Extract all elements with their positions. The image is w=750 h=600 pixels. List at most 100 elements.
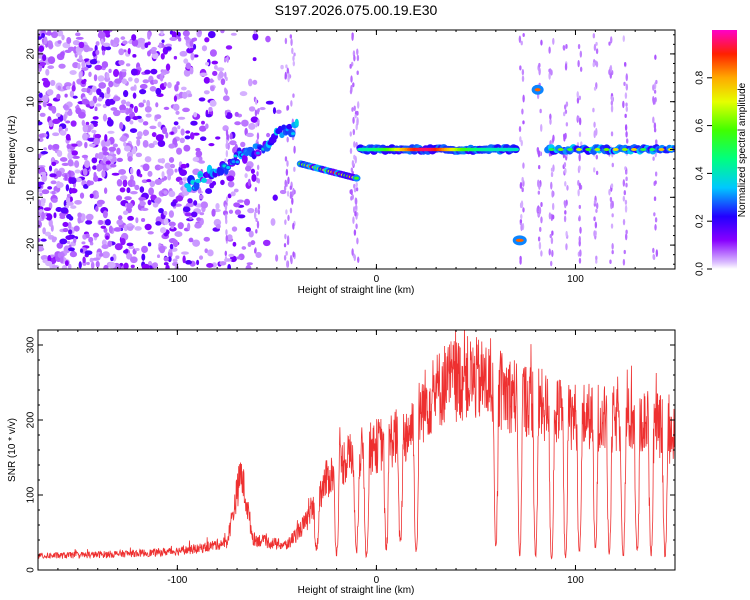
streak-speck (520, 200, 524, 209)
streak-speck (350, 196, 353, 201)
noise-speck (237, 214, 246, 219)
noise-speck (78, 41, 85, 49)
streak-speck (287, 214, 290, 222)
noise-speck (110, 107, 118, 111)
noise-speck (98, 219, 104, 225)
noise-speck (38, 211, 42, 218)
noise-speck (81, 154, 89, 159)
right-line-core (612, 148, 619, 151)
noise-speck (51, 190, 56, 195)
noise-speck (43, 147, 48, 151)
noise-speck (204, 248, 208, 254)
noise-speck (176, 147, 183, 155)
noise-speck (150, 68, 158, 75)
noise-speck (163, 210, 168, 216)
noise-speck (47, 254, 52, 263)
ascending-line-blob (286, 123, 293, 130)
streak-speck (595, 170, 599, 176)
noise-speck (205, 188, 213, 195)
noise-speck (174, 231, 183, 238)
noise-speck (172, 103, 180, 111)
streak-speck (354, 211, 357, 217)
noise-speck (95, 103, 102, 107)
noise-speck (41, 189, 50, 195)
spectrogram-x-tick-label: 100 (567, 274, 584, 285)
noise-speck (155, 221, 162, 226)
noise-speck (94, 133, 102, 139)
snr-y-axis: 0 100 200 300 (26, 329, 675, 573)
noise-speck (117, 215, 123, 221)
streak-speck (578, 131, 582, 138)
noise-speck (225, 112, 233, 120)
noise-speck (75, 32, 81, 37)
streak-speck (593, 199, 597, 205)
snr-x-label: Height of straight line (km) (298, 585, 415, 596)
streak-speck (537, 164, 541, 170)
noise-speck (111, 172, 120, 176)
noise-speck (199, 255, 204, 260)
streak-speck (225, 56, 229, 62)
streak-speck (540, 39, 543, 46)
streak-speck (609, 259, 612, 265)
noise-speck (187, 222, 191, 231)
noise-speck (265, 100, 274, 105)
noise-speck (192, 37, 198, 42)
noise-speck (39, 192, 43, 196)
right-line-core (548, 148, 555, 151)
noise-speck (38, 137, 44, 143)
noise-speck (152, 262, 159, 269)
noise-speck (101, 239, 107, 246)
streak-speck (654, 180, 657, 185)
noise-speck (207, 30, 216, 39)
noise-speck (168, 156, 175, 163)
streak-speck (255, 121, 258, 128)
noise-speck (69, 177, 77, 185)
streak-speck (551, 230, 554, 236)
noise-speck (45, 213, 53, 221)
noise-speck (220, 78, 226, 86)
noise-speck (212, 70, 218, 76)
noise-speck (84, 250, 93, 256)
noise-speck (175, 110, 180, 115)
noise-speck (134, 226, 142, 231)
ascending-line-core (226, 166, 231, 170)
noise-speck (144, 156, 152, 163)
noise-speck (226, 175, 235, 182)
streak-speck (594, 60, 597, 66)
noise-speck (129, 190, 138, 195)
streak-speck (284, 156, 288, 162)
noise-speck (205, 123, 209, 129)
noise-speck (100, 38, 104, 45)
noise-speck (44, 231, 52, 237)
streak-speck (624, 124, 628, 131)
streak-speck (256, 108, 260, 115)
noise-speck (66, 36, 72, 44)
noise-speck (113, 69, 120, 77)
ascending-line-core (201, 178, 206, 182)
noise-speck (218, 71, 224, 79)
noise-speck (51, 106, 57, 114)
noise-speck (71, 85, 76, 92)
ascending-line-blob (294, 118, 299, 127)
noise-speck (80, 248, 84, 253)
noise-speck (193, 132, 200, 136)
streak-speck (609, 196, 613, 203)
noise-speck (127, 47, 131, 55)
noise-speck (95, 49, 100, 56)
streak-speck (610, 104, 614, 113)
streak-speck (289, 34, 293, 39)
streak-speck (564, 167, 567, 175)
noise-speck (70, 120, 77, 127)
right-line-core (585, 148, 592, 151)
noise-speck (97, 96, 103, 102)
noise-speck (96, 163, 104, 172)
streak-speck (226, 134, 229, 140)
noise-speck (38, 133, 45, 139)
noise-speck (229, 140, 237, 146)
noise-speck (182, 206, 191, 213)
noise-speck (169, 163, 176, 169)
noise-speck (42, 227, 46, 235)
noise-speck (103, 264, 109, 269)
streak-speck (352, 82, 355, 88)
streak-speck (224, 110, 228, 116)
